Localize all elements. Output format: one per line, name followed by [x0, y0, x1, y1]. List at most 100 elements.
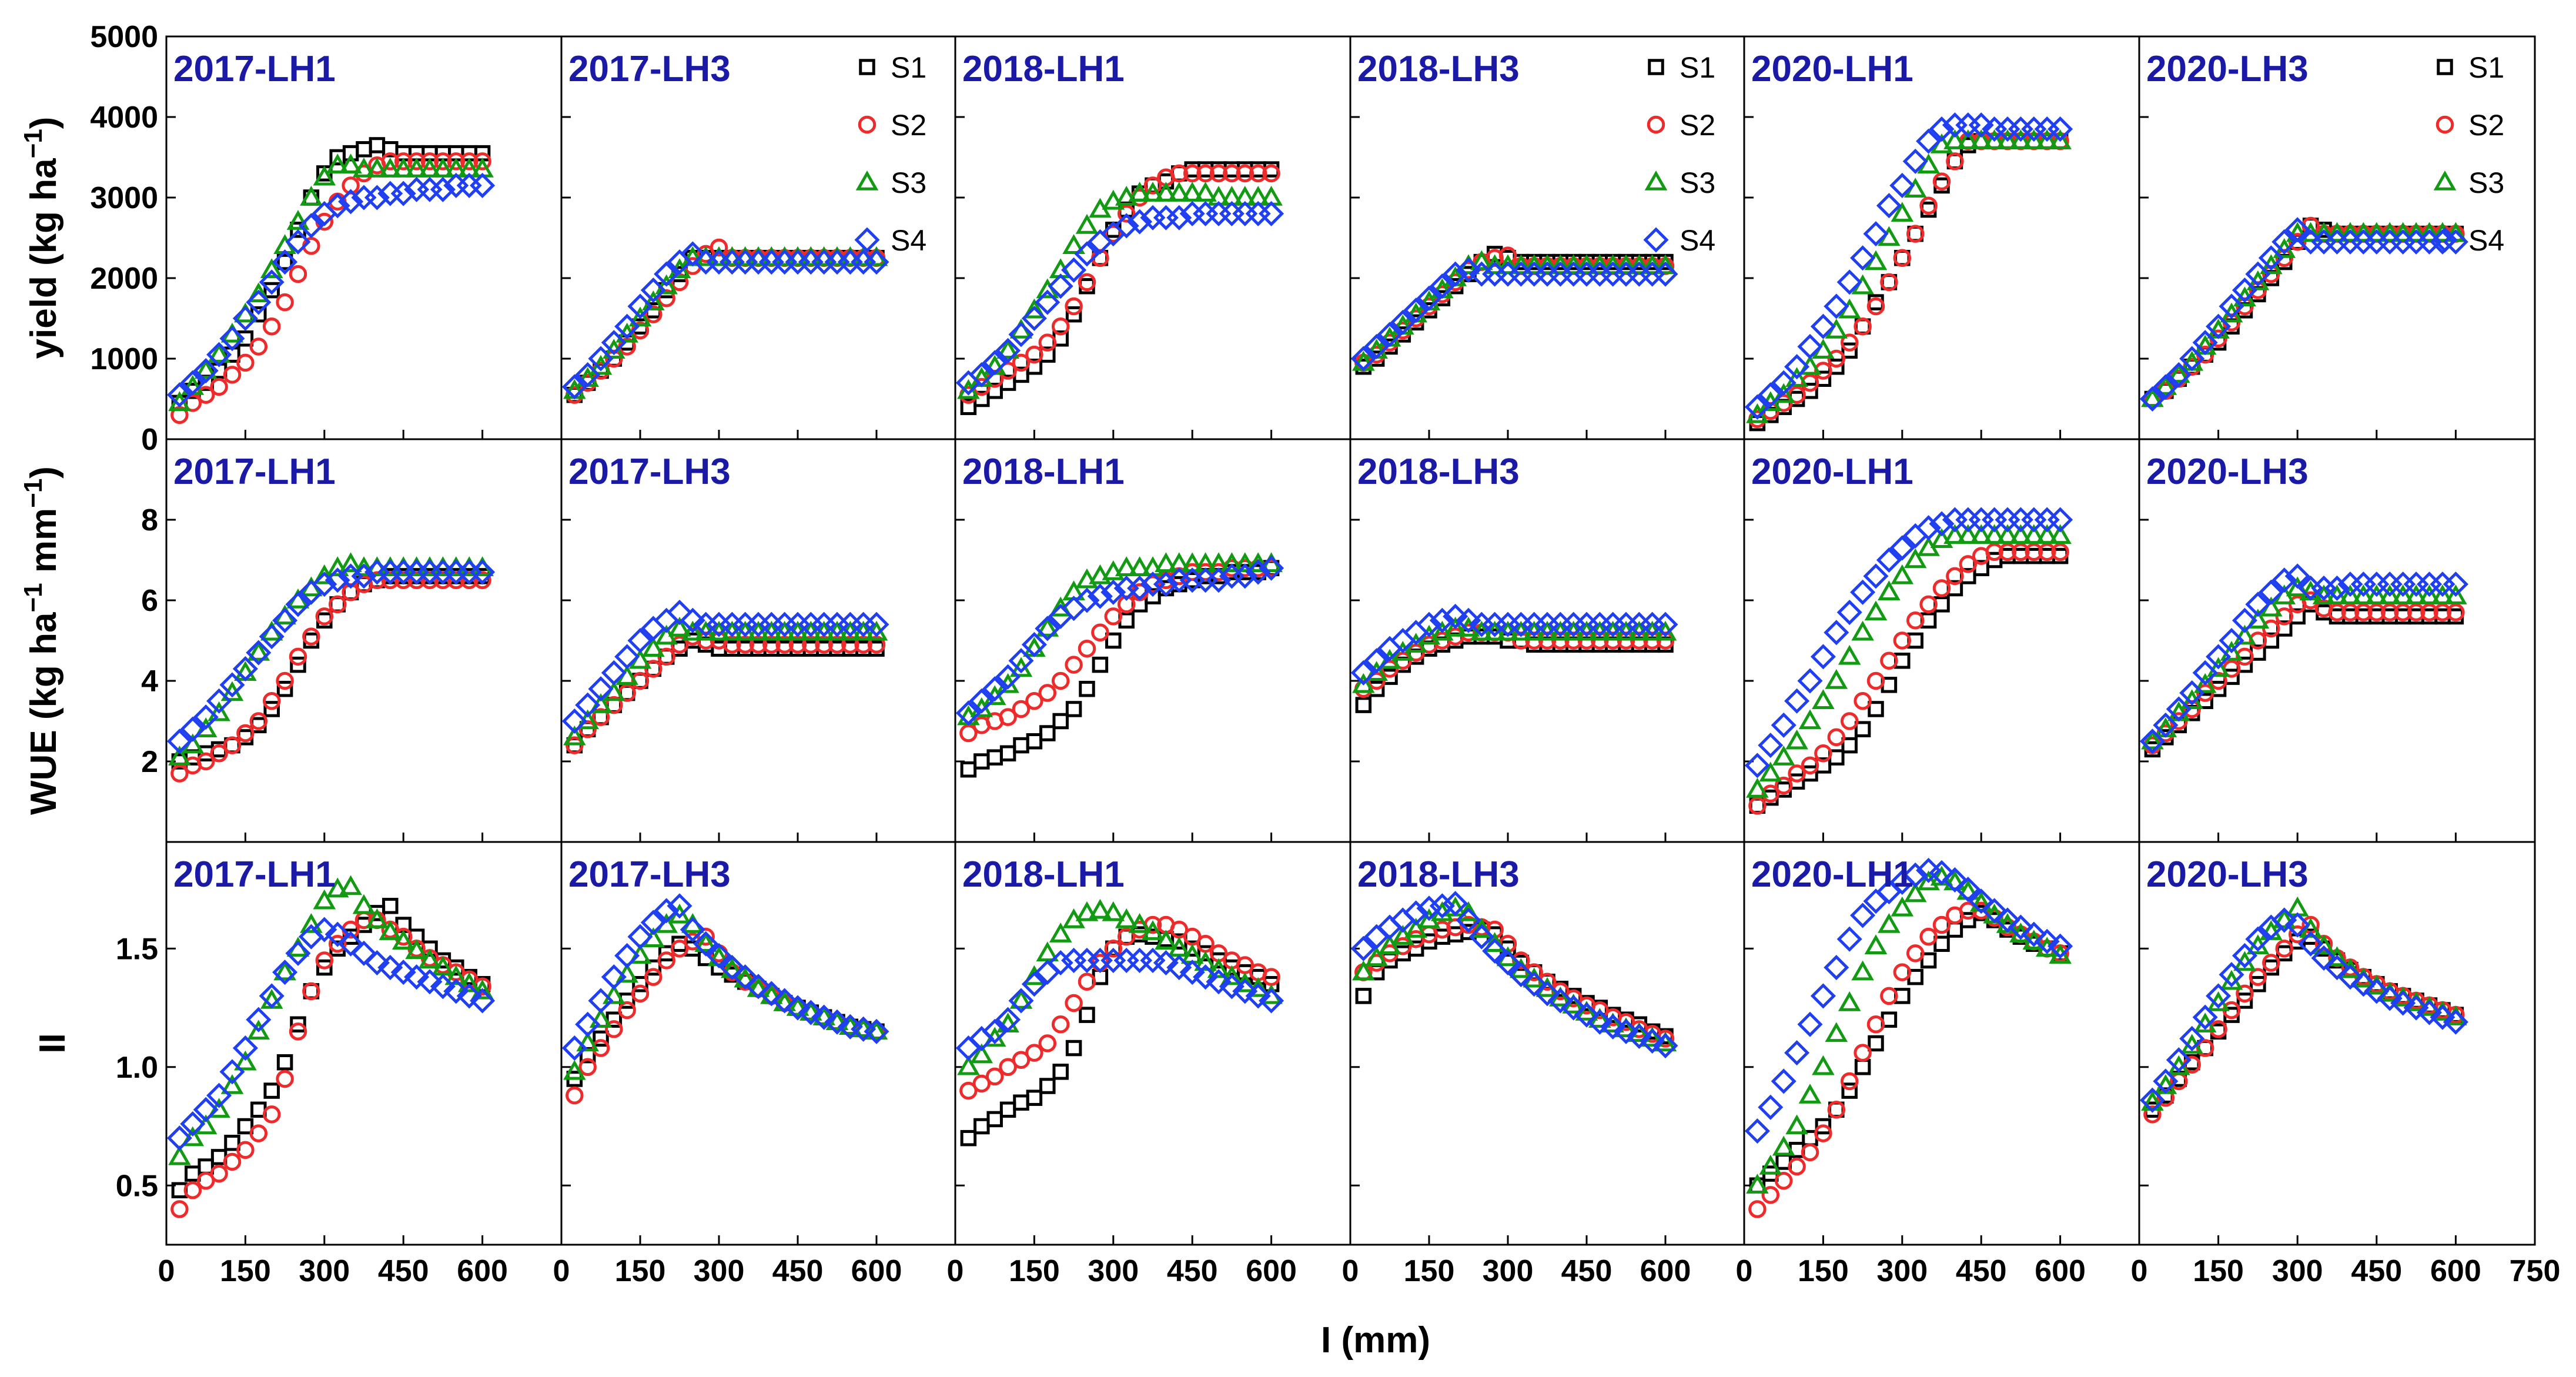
x-tick-label: 750: [2510, 1254, 2561, 1288]
data-point: [578, 1058, 597, 1077]
series-s4-wue-2020-lh1: [1744, 507, 2073, 778]
data-point: [2403, 571, 2429, 597]
data-point: [390, 181, 416, 206]
data-point: [2311, 945, 2337, 971]
data-point: [2034, 928, 2060, 954]
data-point: [1916, 515, 1942, 541]
data-point: [1863, 563, 1889, 589]
data-point: [2378, 222, 2401, 242]
data-point: [2233, 624, 2256, 645]
y-tick-label: 4: [141, 664, 158, 698]
data-point: [1179, 960, 1205, 985]
x-tick-label: 450: [772, 1254, 824, 1288]
data-point: [1744, 753, 1770, 778]
data-point: [2232, 942, 2258, 968]
data-point: [1443, 603, 1468, 629]
y-axis-label-wue: WUE (kg ha−1 mm−1): [19, 466, 65, 815]
data-point: [434, 152, 452, 171]
data-point: [1771, 370, 1796, 396]
data-point: [1364, 648, 1390, 674]
data-point: [2258, 579, 2284, 605]
data-point: [1508, 962, 1534, 988]
y-axis-label-part: −1: [19, 583, 48, 612]
data-point: [2232, 278, 2258, 303]
data-point: [352, 556, 376, 576]
data-point: [193, 358, 219, 384]
data-point: [246, 640, 272, 666]
data-point: [1051, 1015, 1070, 1034]
data-point: [1876, 193, 1902, 219]
data-point: [1868, 701, 1884, 717]
data-point: [276, 253, 293, 270]
data-point: [1933, 935, 1950, 952]
data-point: [237, 1118, 254, 1135]
data-point: [1906, 611, 1925, 630]
legend-marker-s1: [1648, 59, 1664, 75]
data-point: [1009, 988, 1033, 1009]
data-point: [2232, 607, 2258, 633]
data-point: [1626, 1023, 1652, 1049]
series-s4-ii-2018-lh1: [955, 947, 1284, 1061]
data-point: [1613, 1018, 1639, 1044]
data-point: [404, 964, 430, 990]
data-point: [960, 761, 977, 778]
data-point: [2245, 926, 2271, 952]
x-tick-label: 0: [2131, 1254, 2148, 1288]
data-point: [2143, 1105, 2162, 1124]
data-point: [219, 672, 245, 698]
data-point: [232, 1035, 258, 1061]
data-point: [627, 924, 653, 950]
data-point: [969, 362, 995, 387]
data-point: [208, 701, 230, 721]
data-point: [1233, 552, 1257, 573]
data-point: [1104, 940, 1123, 958]
data-point: [563, 725, 586, 746]
data-point: [1784, 688, 1810, 714]
series-s4-wue-2020-lh3: [2139, 563, 2468, 754]
data-point: [614, 644, 640, 670]
panel-title: 2017-LH1: [173, 49, 336, 89]
data-point: [1746, 777, 1769, 798]
panel-frame-ii-2017-lh3: [560, 841, 956, 1246]
data-point: [232, 305, 258, 332]
data-point: [745, 974, 771, 1000]
data-point: [1074, 241, 1100, 267]
data-point: [1403, 900, 1429, 926]
data-point: [1232, 978, 1258, 1004]
data-point: [193, 704, 219, 730]
data-point: [272, 960, 298, 985]
data-point: [1468, 924, 1494, 950]
data-point: [366, 908, 389, 928]
data-point: [2167, 363, 2190, 383]
data-point: [2284, 563, 2310, 589]
data-point: [247, 641, 270, 661]
data-point: [654, 261, 680, 287]
data-point: [1482, 938, 1508, 964]
data-point: [1797, 333, 1823, 359]
data-point: [1206, 969, 1232, 995]
data-point: [694, 932, 717, 952]
data-point: [1180, 182, 1204, 202]
data-point: [1903, 882, 1927, 903]
series-s4-yield-2020-lh3: [2139, 217, 2468, 412]
data-point: [1416, 611, 1442, 637]
data-point: [418, 948, 441, 969]
data-point: [2154, 375, 2177, 395]
data-point: [2022, 129, 2046, 149]
data-point: [166, 382, 192, 408]
data-point: [352, 158, 376, 178]
data-point: [1236, 164, 1254, 183]
data-point: [210, 744, 228, 763]
data-point: [614, 942, 640, 968]
series-s4-ii-2017-lh3: [561, 893, 889, 1061]
data-point: [470, 988, 496, 1014]
data-point: [2048, 116, 2073, 142]
panel-title: 2018-LH3: [1357, 452, 1520, 492]
data-point: [1850, 245, 1876, 271]
data-point: [959, 1081, 978, 1100]
data-point: [364, 185, 390, 210]
data-point: [417, 176, 443, 202]
y-tick-label: 1.0: [116, 1051, 158, 1085]
data-point: [1628, 254, 1651, 275]
data-point: [1429, 893, 1455, 919]
